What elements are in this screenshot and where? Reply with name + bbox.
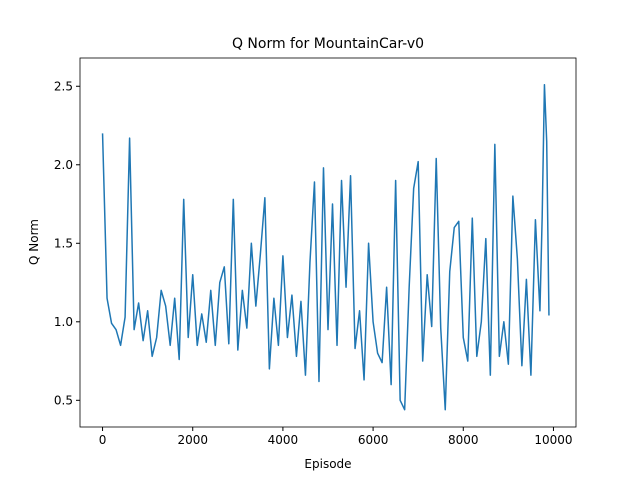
- x-axis-label: Episode: [304, 457, 351, 471]
- chart-title: Q Norm for MountainCar-v0: [232, 36, 424, 52]
- y-tick-label: 2.5: [54, 79, 73, 93]
- x-tick-label: 6000: [358, 433, 389, 447]
- y-tick-label: 2.0: [54, 158, 73, 172]
- y-axis-label: Q Norm: [27, 219, 41, 265]
- x-tick-label: 4000: [268, 433, 299, 447]
- y-tick-label: 1.0: [54, 315, 73, 329]
- x-tick-label: 8000: [448, 433, 479, 447]
- axes-frame: [79, 57, 577, 428]
- x-tick-label: 2000: [177, 433, 208, 447]
- x-tick-label: 10000: [534, 433, 572, 447]
- y-tick-label: 1.5: [54, 236, 73, 250]
- y-tick-label: 0.5: [54, 393, 73, 407]
- data-line: [101, 83, 550, 411]
- x-tick-label: 0: [99, 433, 107, 447]
